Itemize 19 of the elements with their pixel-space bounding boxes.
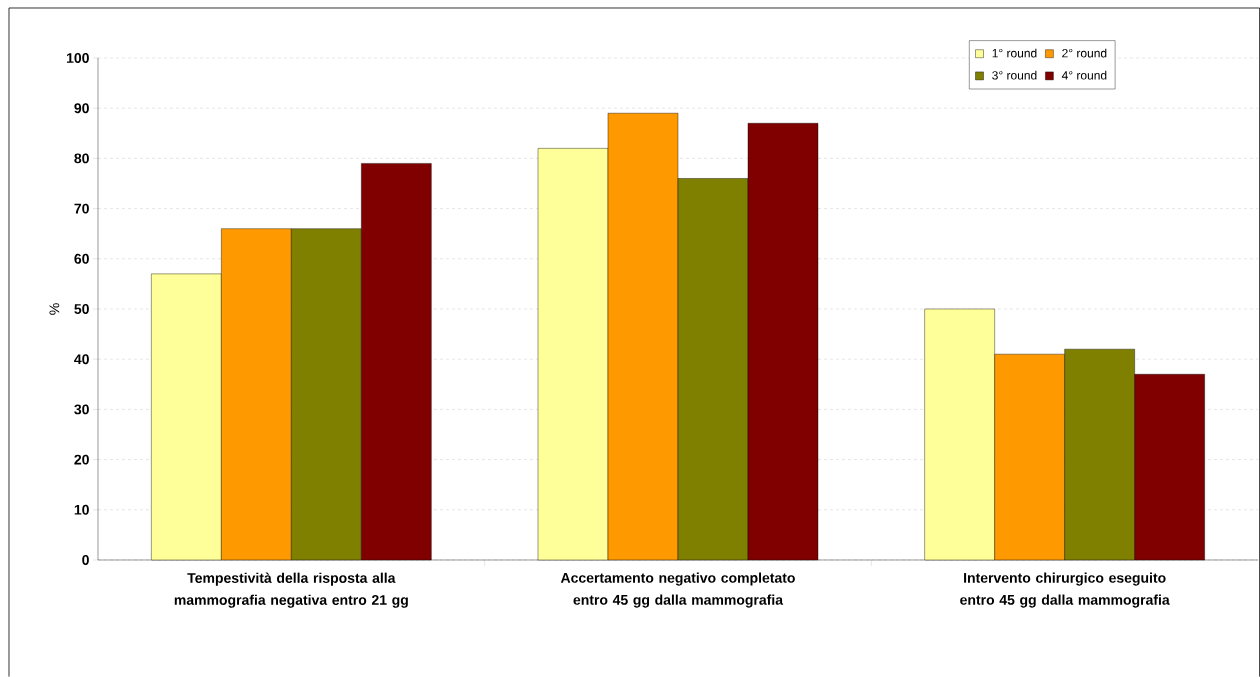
y-axis-title: % [49,303,60,315]
legend-label: 4° round [1061,70,1107,80]
y-tick-label: 50 [74,304,89,314]
y-tick-label: 100 [66,53,89,63]
legend-label: 2° round [1062,48,1107,58]
y-tick-label: 80 [74,153,89,164]
y-tick-label: 30 [74,404,89,415]
x-tick-label: Intervento chirurgico eseguito entro 45 gg dalla mammografia [960,572,1170,608]
y-tick-label: 10 [74,504,89,515]
y-tick-label: 90 [74,103,89,114]
y-tick-label: 0 [82,555,89,565]
y-tick-label: 70 [74,203,89,214]
x-tick-label: Accertamento negativo completato entro 45 gg dalla mammografia [560,572,795,608]
legend-label: 3° round [992,70,1037,80]
y-tick-label: 20 [74,454,89,465]
y-tick-label: 40 [74,354,89,365]
y-tick-label: 60 [74,253,89,264]
legend-label: 1° round [992,48,1037,58]
x-tick-label: Tempestività della risposta alla mammografia negativa entro 21 gg [174,572,408,608]
